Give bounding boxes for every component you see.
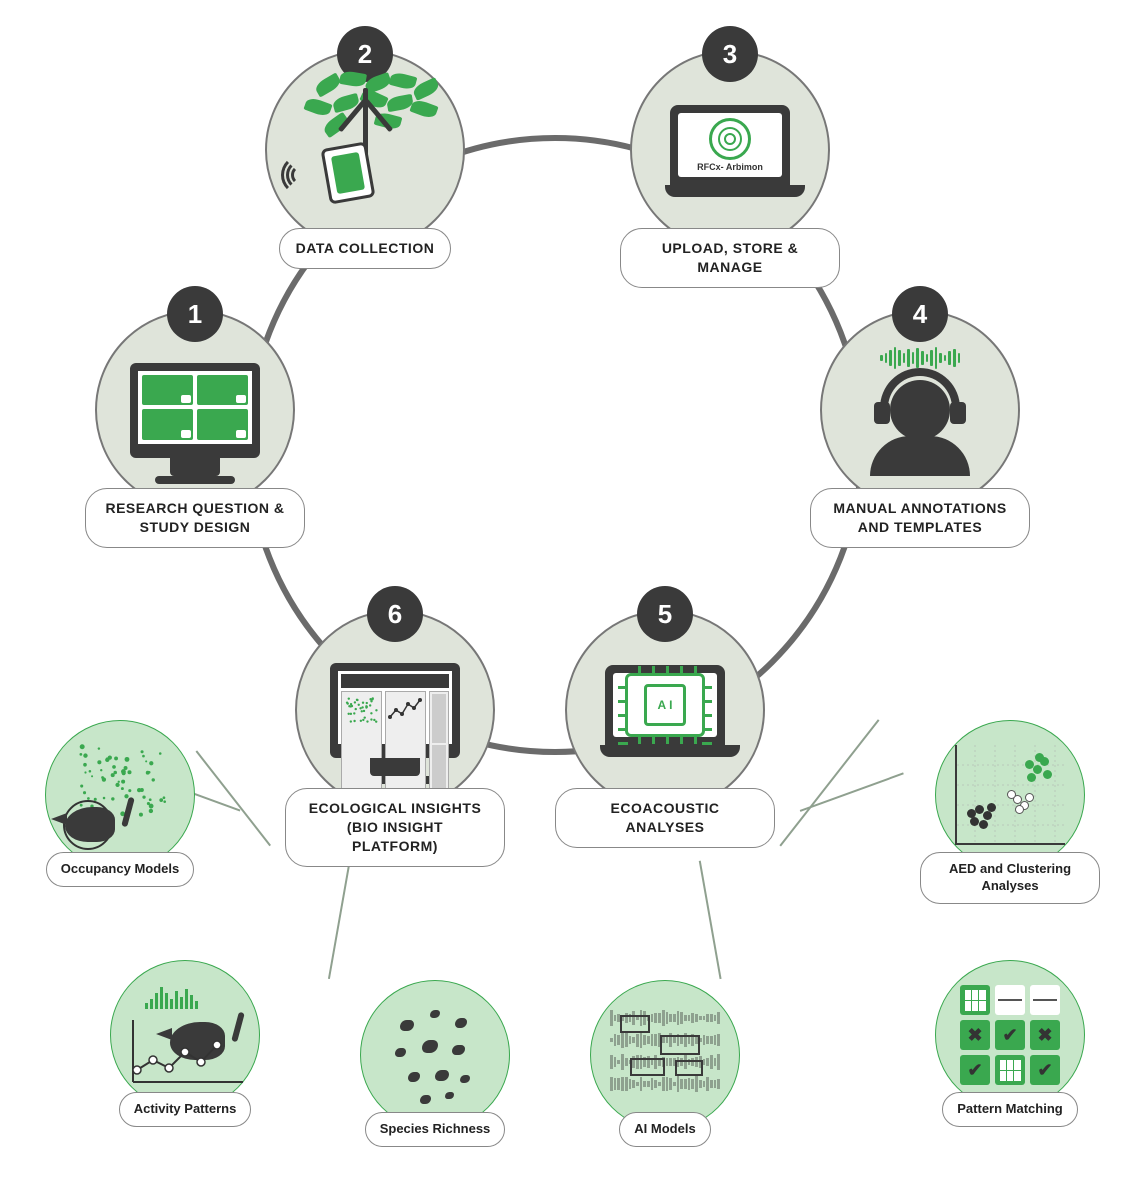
main-step-6: 6 ECOLOGICAL INSIGHTS (BIO INSIGHT PLATF… (285, 610, 505, 867)
sub-circle (360, 980, 510, 1130)
sub-circle: ✖✔✖✔✔ (935, 960, 1085, 1110)
sub-step: Occupancy Models (30, 720, 210, 887)
monitor-meeting-icon (130, 363, 260, 458)
main-step-1: 1 RESEARCH QUESTION & STUDY DESIGN (85, 310, 305, 548)
sub-step: ✖✔✖✔✔ Pattern Matching (920, 960, 1100, 1127)
laptop-chip-icon: A I (600, 665, 730, 755)
activity-patterns-icon (125, 980, 245, 1090)
connector-line (779, 719, 879, 846)
step-circle: 3 RFCx- Arbimon (630, 50, 830, 250)
connector-line (800, 772, 904, 811)
step-label: MANUAL ANNOTATIONS AND TEMPLATES (810, 488, 1030, 548)
connector-line (699, 861, 721, 979)
step-number-badge: 5 (637, 586, 693, 642)
ai-waveform-icon (610, 1010, 720, 1100)
sub-circle (590, 980, 740, 1130)
fingerprint-icon (709, 118, 751, 160)
chip-label: A I (644, 684, 686, 726)
sub-label: AI Models (619, 1112, 710, 1147)
step-label: RESEARCH QUESTION & STUDY DESIGN (85, 488, 305, 548)
step-label: ECOLOGICAL INSIGHTS (BIO INSIGHT PLATFOR… (285, 788, 505, 867)
sub-step: Species Richness (345, 980, 525, 1147)
step-number-badge: 1 (167, 286, 223, 342)
step-number-badge: 6 (367, 586, 423, 642)
step-number-badge: 4 (892, 286, 948, 342)
sub-label: Occupancy Models (46, 852, 194, 887)
headset-wave-icon (850, 340, 990, 480)
laptop-arbimon-icon: RFCx- Arbimon (665, 105, 795, 195)
step-label: UPLOAD, STORE & MANAGE (620, 228, 840, 288)
main-step-4: 4 MANUAL ANNOTATIONS AND TEMPLATES (810, 310, 1030, 548)
main-step-5: 5 A I ECOACOUSTIC ANALYSES (555, 610, 775, 848)
map-bird-icon (60, 740, 180, 850)
main-step-2: 2 DATA COLLECTION (255, 50, 475, 269)
step-circle: 4 (820, 310, 1020, 510)
main-step-3: 3 RFCx- Arbimon UPLOAD, STORE & MANAGE (620, 50, 840, 288)
step-circle: 5 A I (565, 610, 765, 810)
step-circle: 1 (95, 310, 295, 510)
monitor-dashboard-icon (330, 663, 460, 758)
sub-label: Species Richness (365, 1112, 506, 1147)
step-circle: 2 (265, 50, 465, 250)
tree-device-icon (285, 70, 445, 230)
sub-label: Pattern Matching (942, 1092, 1077, 1127)
step-number-badge: 3 (702, 26, 758, 82)
screen-brand-label: RFCx- Arbimon (697, 162, 763, 172)
step-label: ECOACOUSTIC ANALYSES (555, 788, 775, 848)
sub-circle (110, 960, 260, 1110)
pattern-grid-icon: ✖✔✖✔✔ (960, 985, 1060, 1085)
connector-line (328, 861, 350, 979)
step-circle: 6 (295, 610, 495, 810)
sub-step: AI Models (575, 980, 755, 1147)
sub-circle (935, 720, 1085, 870)
species-richness-icon (380, 1000, 490, 1110)
diagram-canvas: 1 RESEARCH QUESTION & STUDY DESIGN 2 DAT… (0, 0, 1130, 1200)
sub-step: Activity Patterns (95, 960, 275, 1127)
sub-label: Activity Patterns (119, 1092, 252, 1127)
scatter-cluster-icon (955, 745, 1065, 845)
sub-step: AED and Clustering Analyses (920, 720, 1100, 904)
sub-circle (45, 720, 195, 870)
step-label: DATA COLLECTION (279, 228, 452, 269)
sub-label: AED and Clustering Analyses (920, 852, 1100, 904)
